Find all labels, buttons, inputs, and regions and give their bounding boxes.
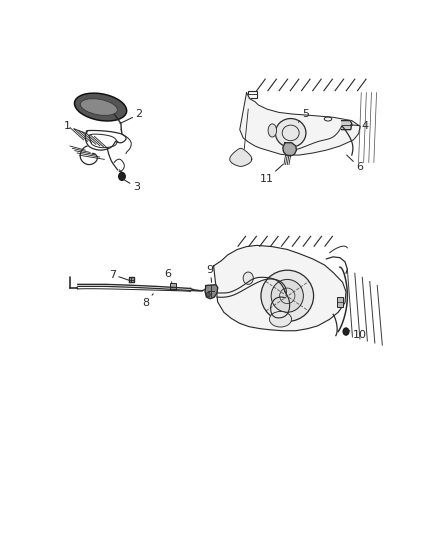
Text: 8: 8 <box>142 294 153 308</box>
Ellipse shape <box>80 99 117 115</box>
Ellipse shape <box>261 270 314 321</box>
Text: 10: 10 <box>347 330 367 340</box>
Polygon shape <box>240 93 360 155</box>
Text: 3: 3 <box>123 179 140 192</box>
Ellipse shape <box>271 279 304 312</box>
Circle shape <box>206 292 210 297</box>
Text: 5: 5 <box>298 109 309 122</box>
Text: 7: 7 <box>109 270 130 281</box>
Polygon shape <box>205 285 218 298</box>
Polygon shape <box>342 120 352 130</box>
Text: 1: 1 <box>64 122 87 134</box>
Text: 11: 11 <box>260 165 283 184</box>
Circle shape <box>343 328 349 335</box>
Ellipse shape <box>276 118 306 147</box>
Polygon shape <box>230 148 252 166</box>
Text: 6: 6 <box>346 155 363 172</box>
Polygon shape <box>214 245 346 330</box>
Polygon shape <box>283 143 297 156</box>
Ellipse shape <box>269 311 292 327</box>
Bar <box>337 297 343 307</box>
Text: 9: 9 <box>207 265 214 282</box>
Text: 6: 6 <box>164 269 172 282</box>
Ellipse shape <box>74 93 127 121</box>
Circle shape <box>119 172 125 181</box>
Text: 4: 4 <box>351 122 369 131</box>
Polygon shape <box>129 277 134 282</box>
Ellipse shape <box>268 124 276 137</box>
Circle shape <box>243 272 253 284</box>
Bar <box>247 91 257 98</box>
Text: 2: 2 <box>120 109 142 124</box>
Bar <box>170 282 176 290</box>
